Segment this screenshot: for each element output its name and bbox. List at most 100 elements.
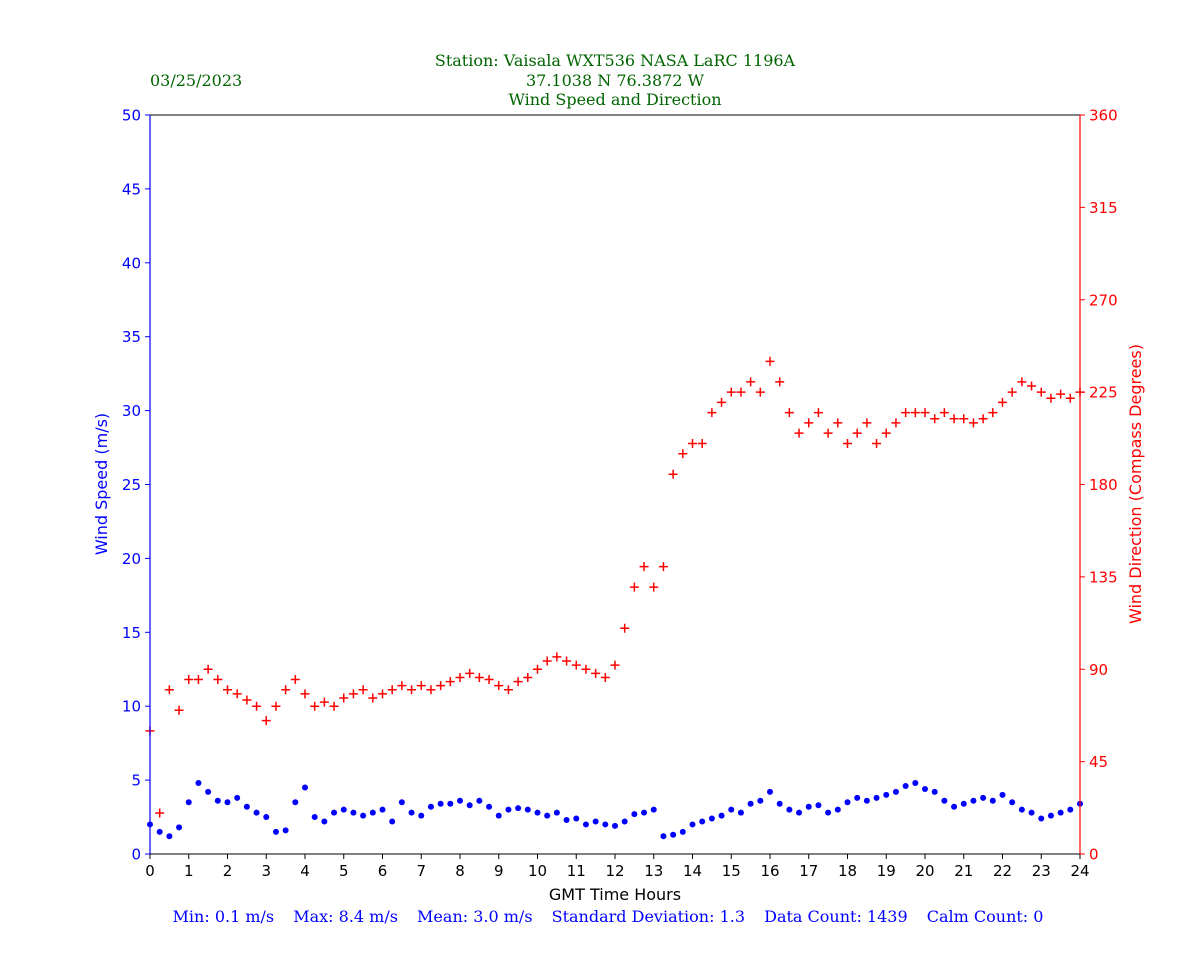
stats-line: Min: 0.1 m/s Max: 8.4 m/s Mean: 3.0 m/s … [173, 907, 1044, 926]
wind-direction-point [784, 408, 794, 418]
wind-direction-point [455, 672, 465, 682]
stat-min: Min: 0.1 m/s [173, 907, 275, 926]
wind-speed-point [960, 800, 967, 807]
y-right-tick-label: 315 [1089, 199, 1118, 217]
wind-speed-point [408, 809, 415, 816]
wind-direction-point [203, 664, 213, 674]
wind-speed-point [350, 809, 357, 816]
wind-speed-point [331, 809, 338, 816]
x-tick-label: 10 [528, 862, 547, 880]
wind-direction-point [310, 701, 320, 711]
wind-speed-point [825, 809, 832, 816]
wind-speed-point [582, 821, 589, 828]
x-tick-label: 8 [455, 862, 465, 880]
wind-speed-point [534, 809, 541, 816]
x-tick-label: 22 [993, 862, 1012, 880]
wind-direction-point [1027, 381, 1037, 391]
wind-direction-point [697, 438, 707, 448]
plot-frame [149, 114, 1081, 855]
wind-speed-point [447, 800, 454, 807]
wind-speed-point [292, 799, 299, 806]
wind-speed-point [524, 806, 531, 813]
wind-direction-point [474, 672, 484, 682]
y-left-tick-label: 45 [122, 180, 141, 198]
wind-speed-point [689, 821, 696, 828]
wind-speed-point [757, 797, 764, 804]
wind-direction-point [755, 387, 765, 397]
stat-count: Data Count: 1439 [764, 907, 908, 926]
wind-speed-point [602, 821, 609, 828]
wind-speed-point [176, 824, 183, 831]
wind-speed-point [302, 784, 308, 791]
wind-speed-point [311, 814, 318, 821]
x-axis-ticks: 0 1 2 3 4 5 6 7 8 9 10 11 12 13 14 15 16 17 18 19 20 21 22 23 24 [145, 854, 1090, 880]
wind-speed-point [650, 806, 657, 813]
x-tick-label: 4 [300, 862, 310, 880]
wind-speed-point [205, 788, 212, 795]
wind-speed-point [912, 780, 919, 787]
plot-points [145, 356, 1085, 840]
y-right-tick-label: 180 [1089, 476, 1118, 494]
wind-direction-point [629, 582, 639, 592]
wind-speed-point [515, 805, 522, 812]
y-right-tick-label: 270 [1089, 291, 1118, 309]
wind-direction-point [668, 469, 678, 479]
x-tick-label: 5 [339, 862, 349, 880]
wind-speed-point [457, 797, 463, 804]
wind-direction-point [978, 414, 988, 424]
wind-direction-point [193, 675, 203, 685]
wind-direction-point [348, 689, 358, 699]
wind-speed-point [272, 828, 279, 835]
wind-speed-point [592, 818, 599, 825]
wind-direction-point [1046, 393, 1056, 403]
wind-direction-point [542, 656, 552, 666]
y-left-tick-label: 20 [122, 550, 141, 568]
wind-direction-point [939, 408, 949, 418]
wind-direction-point [910, 408, 920, 418]
wind-speed-point [679, 828, 686, 835]
y-left-tick-label: 25 [122, 476, 141, 494]
wind-speed-point [951, 803, 958, 810]
wind-speed-point [922, 785, 928, 792]
wind-direction-point [852, 428, 862, 438]
wind-direction-point [775, 377, 785, 387]
wind-speed-point [670, 831, 677, 838]
wind-direction-point [290, 675, 300, 685]
wind-speed-point [340, 806, 347, 813]
wind-speed-point [834, 806, 841, 813]
y-left-tick-label: 10 [122, 698, 141, 716]
wind-speed-point [418, 812, 425, 819]
chart-title-line-2: 37.1038 N 76.3872 W [526, 71, 705, 90]
wind-speed-point [427, 803, 434, 810]
x-tick-label: 3 [261, 862, 271, 880]
wind-speed-point [989, 797, 996, 804]
wind-direction-point [794, 428, 804, 438]
wind-direction-point [232, 689, 242, 699]
y-right-tick-label: 90 [1089, 661, 1108, 679]
wind-direction-point [813, 408, 823, 418]
wind-speed-point [379, 806, 386, 813]
wind-speed-point [873, 794, 880, 801]
x-tick-label: 6 [378, 862, 388, 880]
wind-speed-point [815, 802, 822, 809]
y-right-tick-label: 360 [1089, 107, 1118, 125]
wind-speed-point [166, 833, 173, 840]
wind-direction-point [397, 681, 407, 691]
wind_direction-series [145, 356, 1085, 818]
wind-speed-point [844, 799, 851, 806]
wind-speed-point [883, 791, 890, 798]
wind-speed-point [573, 815, 580, 822]
wind-direction-point [581, 664, 591, 674]
wind-direction-point [707, 408, 717, 418]
wind-speed-point [612, 822, 618, 829]
wind-direction-point [368, 693, 378, 703]
wind-speed-point [631, 811, 638, 818]
wind-speed-point [941, 797, 948, 804]
wind-speed-point [786, 806, 793, 813]
x-axis-label: GMT Time Hours [549, 885, 681, 904]
wind-speed-point [1028, 809, 1035, 816]
wind-speed-point [767, 788, 773, 795]
wind-speed-point [553, 809, 560, 816]
wind-direction-point [436, 681, 446, 691]
wind-speed-point [263, 814, 270, 821]
